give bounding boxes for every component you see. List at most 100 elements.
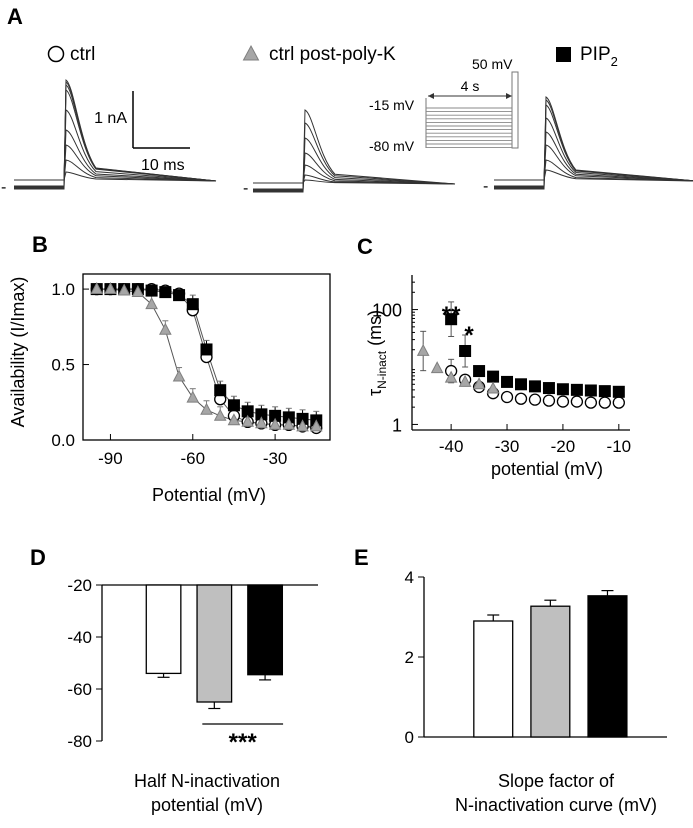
panel-d-chart: -20 -40 -60 -80 *** (67, 576, 318, 756)
b-axes-frame (82, 273, 331, 441)
d-ytick-label: -40 (67, 628, 92, 647)
b-point-ctrl-post-poly-k (159, 322, 172, 335)
legend-label-poly-k: ctrl post-poly-K (269, 44, 396, 65)
c-point-pip2 (584, 384, 597, 397)
e-ytick-label: 2 (405, 648, 414, 667)
b-point-ctrl-post-poly-k (282, 417, 296, 430)
b-point-ctrl-post-poly-k (172, 369, 186, 382)
c-point-ctrl (612, 396, 625, 409)
current-trace-poly-k (253, 137, 456, 192)
c-ytick-label: 100 (372, 301, 402, 321)
panel-c-label: C (357, 234, 373, 259)
e-ytick-label: 0 (405, 728, 414, 747)
c-point-pip2 (459, 344, 472, 357)
c-xlabel: potential (mV) (491, 459, 603, 479)
c-significance-star: ** (442, 302, 461, 329)
b-ytick-label: 0.0 (51, 431, 75, 450)
b-point-ctrl-post-poly-k (186, 390, 200, 403)
c-xtick-label: -30 (495, 437, 520, 456)
legend-marker-ctrl (47, 45, 65, 63)
c-xtick-label: -20 (551, 437, 576, 456)
panel-a-label: A (7, 4, 23, 29)
c-point-ctrl (570, 395, 584, 408)
c-xtick-label: -10 (607, 437, 632, 456)
d-bar-ctrl-post-poly-k (196, 584, 233, 703)
current-trace-pip2 (494, 131, 693, 182)
e-title-line-1: Slope factor of (498, 771, 615, 791)
current-traces-ctrl (14, 79, 217, 190)
c-point-ctrl (584, 396, 598, 409)
legend-label-pip2: PIP2 (580, 44, 618, 69)
c-point-pip2 (501, 375, 514, 388)
current-trace-pip2 (494, 144, 693, 182)
b-point-ctrl-post-poly-k (145, 297, 158, 310)
c-point-ctrl (514, 392, 528, 405)
d-ytick-label: -80 (67, 732, 92, 751)
b-point-ctrl-post-poly-k (117, 283, 131, 296)
b-point-ctrl-post-poly-k (241, 414, 254, 427)
panel-e-label: E (354, 545, 369, 570)
d-ytick-label: -20 (67, 576, 92, 595)
current-trace-pip2 (494, 169, 693, 182)
d-ytick-label: -60 (67, 680, 92, 699)
c-point-pip2 (556, 383, 569, 396)
d-bar-pip2 (247, 584, 284, 676)
current-trace-poly-k (253, 152, 456, 193)
protocol-duration: 4 s (461, 78, 480, 94)
c-point-ctrl-post-poly-k (430, 361, 444, 374)
b-point-ctrl-post-poly-k (255, 416, 268, 429)
b-point-pip2 (227, 399, 240, 412)
current-trace-pip2 (494, 99, 693, 188)
b-xlabel: Potential (mV) (152, 485, 266, 505)
panel-c-chart: 1 100 -40 -30 -20 -10 *** (372, 275, 631, 456)
c-point-ctrl-post-poly-k (458, 374, 472, 387)
panel-b-chart: 0.0 0.5 1.0 -90 -60 -30 (51, 273, 331, 468)
current-trace-poly-k (253, 122, 456, 191)
b-point-ctrl-post-poly-k (268, 417, 282, 430)
c-xtick-label: -40 (439, 437, 464, 456)
b-point-pip2 (159, 286, 172, 299)
e-bar-pip2 (587, 595, 628, 738)
current-trace-pip2 (494, 117, 693, 190)
current-trace-poly-k (253, 174, 456, 185)
current-traces-poly-k (253, 109, 456, 193)
current-trace-ctrl (14, 89, 217, 190)
current-trace-ctrl (14, 129, 217, 182)
scale-bar-time: 10 ms (141, 157, 185, 174)
b-xtick-label: -30 (263, 449, 288, 468)
c-point-pip2 (445, 313, 458, 326)
b-ytick-label: 0.5 (51, 356, 75, 375)
c-point-pip2 (598, 385, 611, 398)
b-ylabel: Availability (I/Imax) (8, 277, 28, 428)
scale-bar: 1 nA 10 ms (94, 91, 190, 174)
e-title-line-2: N-inactivation curve (mV) (455, 795, 657, 815)
c-point-ctrl-post-poly-k (486, 381, 500, 394)
b-point-ctrl-post-poly-k (104, 281, 117, 294)
b-point-pip2 (200, 343, 213, 356)
c-point-pip2 (528, 380, 541, 393)
b-point-pip2 (173, 289, 186, 302)
b-point-pip2 (145, 284, 158, 297)
protocol-v-mid: -15 mV (369, 97, 415, 113)
current-trace-poly-k (253, 164, 456, 185)
legend-label-ctrl: ctrl (70, 44, 95, 65)
current-trace-pip2 (494, 104, 693, 189)
b-point-ctrl-post-poly-k (90, 281, 104, 294)
d-bar-ctrl (145, 584, 182, 675)
b-xtick-label: -60 (180, 449, 205, 468)
c-ylabel: τN-inact (ms) (365, 310, 389, 396)
legend-marker-poly-k (242, 44, 260, 61)
current-trace-ctrl (14, 84, 217, 189)
b-ytick-label: 1.0 (51, 280, 75, 299)
c-point-ctrl (528, 393, 542, 406)
b-point-pip2 (186, 298, 199, 311)
protocol-v-top: 50 mV (472, 56, 513, 72)
c-point-ctrl (542, 394, 556, 407)
c-point-ctrl (500, 390, 514, 404)
c-point-ctrl (556, 395, 570, 408)
b-point-ctrl-post-poly-k (200, 402, 213, 415)
current-traces-pip2 (494, 96, 693, 190)
e-bar-ctrl-post-poly-k (530, 605, 571, 738)
current-trace-ctrl (14, 109, 217, 182)
